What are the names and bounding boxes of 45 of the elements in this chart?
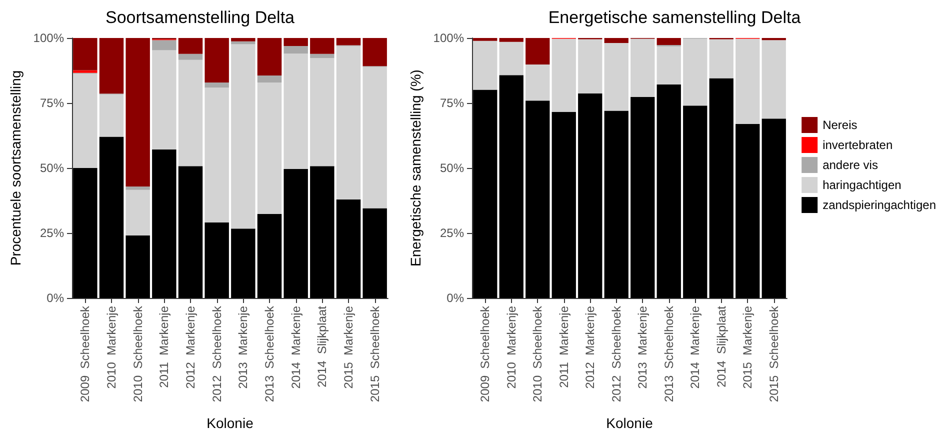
y-tick-label: 50% (440, 161, 464, 175)
x-tick-label: 2014 Slijkplaat (315, 305, 330, 388)
x-tick-label: 2013 Markenje (636, 306, 650, 389)
y-tick-label: 25% (440, 226, 464, 240)
x-tick-label: 2012 Scheelhoek (210, 305, 224, 402)
x-tick-label: 2010 Scheelhoek (130, 305, 145, 402)
y-tick-label: 0% (46, 291, 64, 305)
y-tick-label: 25% (40, 226, 64, 240)
legend-label: andere vis (822, 158, 878, 172)
x-tick-label: 2009 Scheelhoek (78, 305, 92, 402)
legend-label: zandspieringachtigen (822, 198, 936, 212)
chart-title: Energetische samenstelling Delta (548, 8, 802, 27)
x-axis-title: Kolonie (206, 415, 254, 431)
x-tick-label: 2014 Slijkplaat (714, 305, 728, 388)
y-tick-label: 75% (40, 96, 64, 110)
legend-label: Nereis (822, 118, 858, 132)
y-tick-label: 75% (440, 96, 464, 110)
legend-label: haringachtigen (822, 178, 902, 192)
y-tick-label: 50% (40, 161, 64, 175)
x-tick-label: 2015 Markenje (740, 306, 755, 389)
x-tick-label: 2010 Markenje (104, 306, 118, 389)
x-axis-title: Kolonie (606, 415, 654, 431)
y-tick-label: 100% (433, 31, 464, 45)
y-tick-label: 100% (33, 31, 64, 45)
x-tick-label: 2013 Scheelhoek (662, 305, 676, 402)
chart-title: Soortsamenstelling Delta (106, 8, 296, 27)
legend-label: invertebraten (822, 138, 893, 152)
x-tick-label: 2012 Markenje (184, 306, 198, 389)
x-tick-label: 2015 Scheelhoek (368, 305, 382, 402)
x-tick-label: 2012 Scheelhoek (609, 305, 624, 402)
y-tick-label: 0% (446, 291, 464, 305)
x-tick-label: 2011 Markenje (157, 306, 172, 388)
x-tick-label: 2013 Scheelhoek (262, 305, 276, 402)
x-tick-label: 2011 Markenje (556, 306, 571, 388)
x-tick-label: 2010 Markenje (504, 306, 518, 389)
y-axis-title: Procentuele soortsamenstelling (7, 70, 24, 266)
x-tick-label: 2012 Markenje (583, 306, 598, 389)
x-tick-label: 2009 Scheelhoek (478, 305, 492, 402)
x-tick-label: 2015 Scheelhoek (766, 305, 781, 402)
x-tick-label: 2013 Markenje (236, 306, 250, 389)
x-tick-label: 2015 Markenje (342, 306, 356, 389)
x-tick-label: 2010 Scheelhoek (530, 305, 545, 402)
x-tick-label: 2014 Markenje (688, 306, 702, 389)
y-axis-title: Energetische samenstelling (%) (407, 70, 424, 266)
x-tick-label: 2014 Markenje (288, 306, 303, 389)
